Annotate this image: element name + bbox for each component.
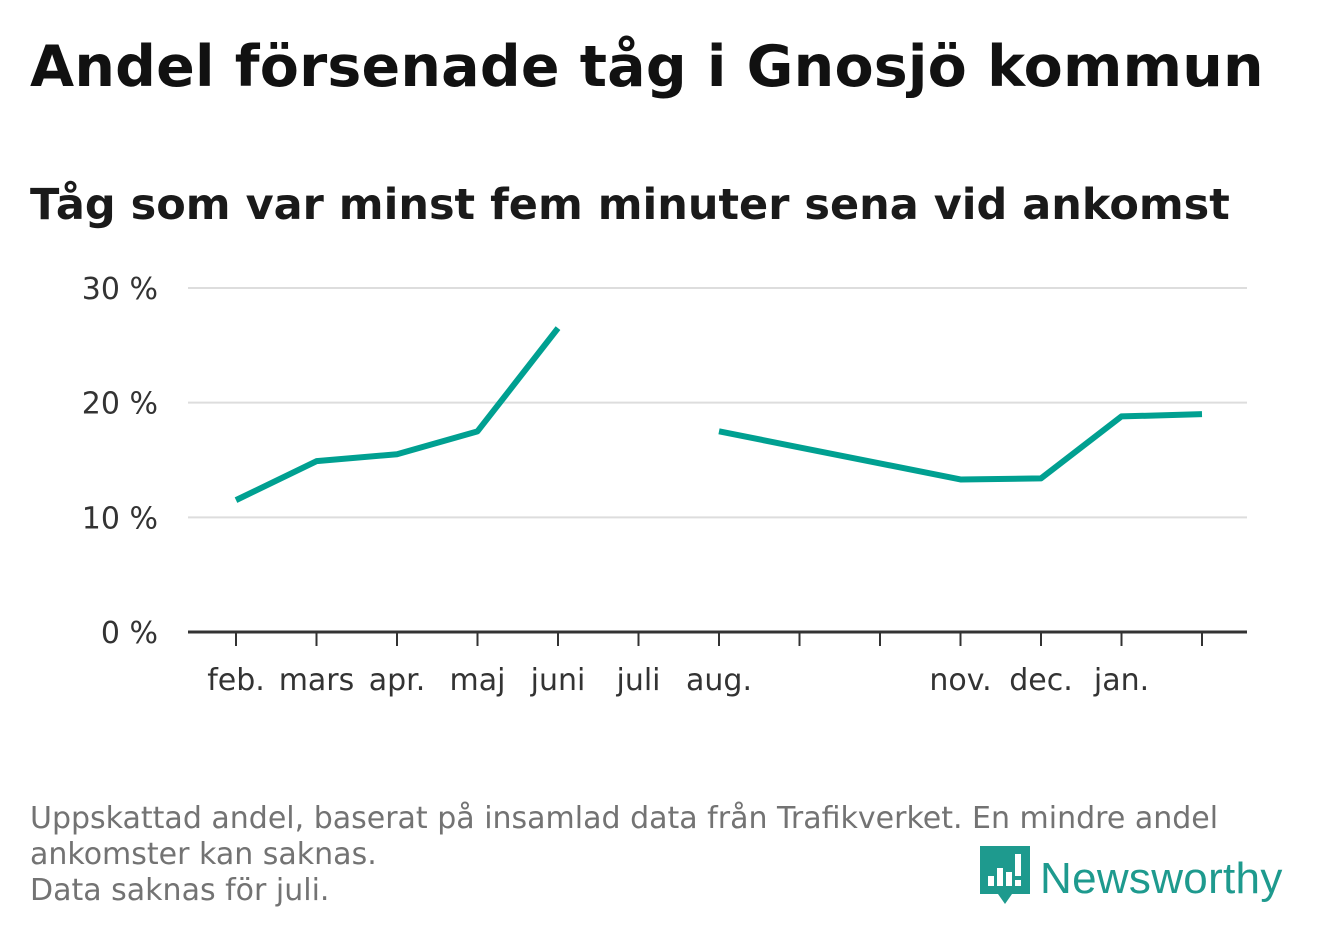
brand-logo: Newsworthy xyxy=(980,846,1283,912)
series-line xyxy=(718,411,1203,483)
y-tick-label: 20 % xyxy=(82,387,158,422)
x-tick-label: nov. xyxy=(929,663,991,698)
y-tick-label: 10 % xyxy=(82,501,158,536)
chart-subtitle: Tåg som var minst fem minuter sena vid a… xyxy=(30,180,1230,230)
x-tick-label: apr. xyxy=(369,663,426,698)
chart-title: Andel försenade tåg i Gnosjö kommun xyxy=(30,34,1264,100)
x-tick-label: juli xyxy=(615,663,660,698)
y-tick-label: 30 % xyxy=(82,272,158,307)
y-tick-label: 0 % xyxy=(101,616,158,651)
brand-name: Newsworthy xyxy=(1040,854,1283,903)
x-tick-label: feb. xyxy=(207,663,265,698)
note-line-1: Uppskattad andel, baserat på insamlad da… xyxy=(30,801,1219,836)
x-tick-label: mars xyxy=(279,663,355,698)
note-line-2: ankomster kan saknas. xyxy=(30,837,377,872)
x-tick-label: juni xyxy=(530,663,586,698)
x-tick-label: jan. xyxy=(1093,663,1149,698)
x-tick-label: dec. xyxy=(1009,663,1073,698)
x-tick-label: aug. xyxy=(686,663,752,698)
chart-notes: Uppskattad andel, baserat på insamlad da… xyxy=(30,801,1280,909)
x-tick-label: maj xyxy=(450,663,506,698)
series-line xyxy=(234,326,561,503)
note-line-3: Data saknas för juli. xyxy=(30,873,330,908)
newsworthy-logo-icon xyxy=(980,846,1030,912)
